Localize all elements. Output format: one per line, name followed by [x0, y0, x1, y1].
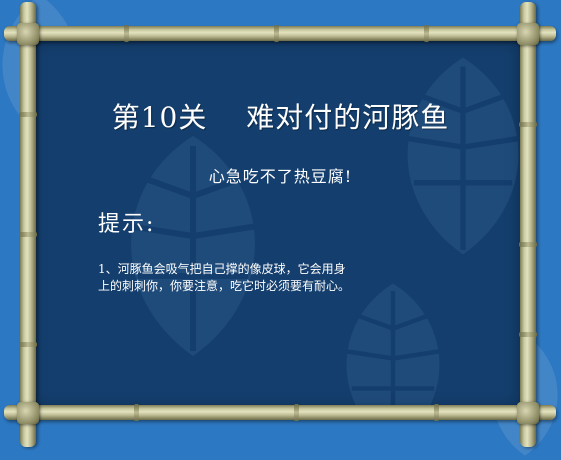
- level-info-board: [28, 36, 524, 412]
- leaf-pattern: [127, 136, 259, 356]
- bamboo-pole-bottom: [4, 404, 556, 421]
- hint-heading: 提示:: [98, 212, 156, 237]
- leaf-pattern: [343, 283, 443, 412]
- bamboo-pole-right: [519, 2, 537, 447]
- hint-line: 1、河豚鱼会吸气把自己撑的像皮球，它会用身: [98, 262, 346, 276]
- bamboo-pole-left: [19, 2, 37, 447]
- bamboo-tie: [517, 402, 539, 424]
- level-title: 第10关 难对付的河豚鱼: [111, 101, 450, 134]
- hint-line: 上的刺刺你，你要注意，吃它时必须要有耐心。: [98, 279, 351, 293]
- bamboo-tie: [17, 23, 39, 45]
- bamboo-tie: [17, 402, 39, 424]
- level-subtitle: 心急吃不了热豆腐!: [208, 167, 353, 186]
- hint-text: 1、河豚鱼会吸气把自己撑的像皮球，它会用身 上的刺刺你，你要注意，吃它时必须要有…: [98, 261, 438, 295]
- bamboo-pole-top: [4, 25, 556, 42]
- bamboo-tie: [517, 23, 539, 45]
- leaf-pattern: [404, 57, 522, 255]
